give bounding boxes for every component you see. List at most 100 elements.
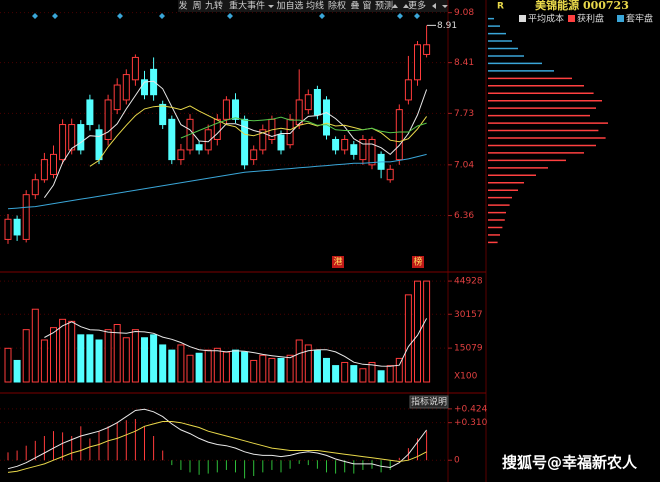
candle-body (213, 118, 221, 140)
event-tag: 榜 (413, 256, 422, 268)
candle-body (86, 99, 94, 126)
volume-bar (150, 334, 158, 383)
toolbar-item[interactable]: 除权 (328, 0, 346, 12)
y-tick-label: 8.41 (454, 58, 474, 68)
volume-bar (177, 344, 185, 383)
volume-bar (195, 352, 203, 383)
y-tick-label: 15079 (454, 344, 483, 354)
volume-bar (377, 370, 385, 383)
candle-body (131, 56, 139, 81)
volume-bar (341, 361, 349, 383)
event-tag-box (332, 256, 344, 268)
indicator-button[interactable] (409, 395, 449, 409)
candle-body (277, 134, 285, 151)
indicator-line (43, 80, 428, 198)
event-tag: 港 (333, 256, 342, 268)
volume-bar (141, 337, 148, 383)
volume-bar (268, 357, 276, 383)
toolbar-item[interactable]: 九转 (205, 0, 223, 12)
watermark: 搜狐号@幸福新农人 (502, 454, 638, 472)
volume-bar (86, 334, 94, 383)
candle-body (150, 68, 158, 96)
candle-body (241, 118, 249, 166)
candle-body (77, 124, 85, 151)
candle-body (68, 124, 76, 151)
candle-body (341, 138, 349, 151)
candle-body (122, 74, 130, 101)
toolbar-item[interactable]: 窗 (362, 0, 371, 12)
toolbar-item[interactable]: 发 (178, 0, 187, 12)
volume-bar (259, 354, 267, 383)
y-tick-label: +0.424 (454, 404, 488, 414)
indicator-line (7, 421, 427, 473)
volume-bar (313, 349, 321, 383)
volume-bar (395, 357, 403, 383)
volume-bar (304, 344, 312, 383)
indicator-line (7, 153, 427, 210)
volume-bar (159, 344, 167, 383)
candle-body (414, 44, 421, 81)
toolbar-item[interactable]: 预测 (375, 1, 393, 12)
indicator-button-label[interactable]: 指标说明 (411, 396, 447, 408)
indicator-line (7, 408, 428, 470)
volume-bar (222, 351, 230, 383)
volume-bar (232, 349, 239, 383)
toolbar-item[interactable]: 周 (192, 1, 201, 12)
candle-body (50, 153, 57, 176)
volume-bar (31, 308, 39, 383)
volume-bar (4, 347, 12, 383)
candle-body (195, 144, 203, 151)
y-tick-label: 6.36 (454, 211, 474, 221)
toolbar-item[interactable]: 更多 (408, 0, 426, 12)
toolbar-item[interactable]: 均线 (306, 0, 324, 12)
volume-bar (386, 365, 394, 383)
volume-bar (286, 354, 294, 383)
candle-body (13, 218, 21, 236)
toolbar-item[interactable]: 加自选 (276, 0, 303, 12)
candle-body (222, 99, 230, 120)
legend-swatch (617, 15, 624, 22)
volume-bar (13, 359, 21, 383)
toolbar-item[interactable]: 重大事件 (229, 0, 265, 12)
y-tick-label: 44928 (454, 277, 483, 287)
y-tick-label: 9.08 (454, 8, 474, 18)
candle-body (350, 144, 358, 155)
volume-bar (68, 320, 76, 383)
candle-body (286, 118, 294, 146)
toolbar-item[interactable]: 叠 (350, 1, 359, 12)
volume-bar (168, 349, 176, 383)
candle-body (404, 79, 412, 101)
candle-body (359, 138, 367, 161)
candle-body (204, 129, 212, 151)
volume-bar (204, 349, 212, 383)
legend-label: 获利盘 (577, 13, 604, 25)
legend-swatch (519, 15, 526, 22)
legend-label: 平均成本 (528, 13, 564, 25)
legend-label: 套牢盘 (626, 13, 653, 25)
volume-bar (122, 337, 130, 383)
volume-bar (423, 280, 431, 383)
volume-bar (50, 327, 57, 383)
candle-body (177, 149, 185, 161)
candle-body (423, 44, 431, 55)
candle-body (31, 179, 39, 196)
legend-swatch (568, 15, 575, 22)
candle-body (323, 99, 330, 136)
volume-bar (186, 354, 194, 383)
volume-bar (241, 351, 249, 383)
candle-body (4, 218, 12, 240)
y-tick-label: 30157 (454, 310, 483, 320)
candle-body (332, 138, 340, 151)
volume-bar (131, 329, 139, 383)
candle-body (395, 109, 403, 161)
volume-bar (22, 329, 30, 383)
candle-body (59, 124, 67, 161)
volume-bar (213, 347, 221, 383)
volume-bar (350, 365, 358, 383)
candle-body (40, 159, 48, 181)
indicator-line (44, 318, 428, 367)
volume-bar (368, 361, 376, 383)
event-diamonds (32, 13, 420, 19)
